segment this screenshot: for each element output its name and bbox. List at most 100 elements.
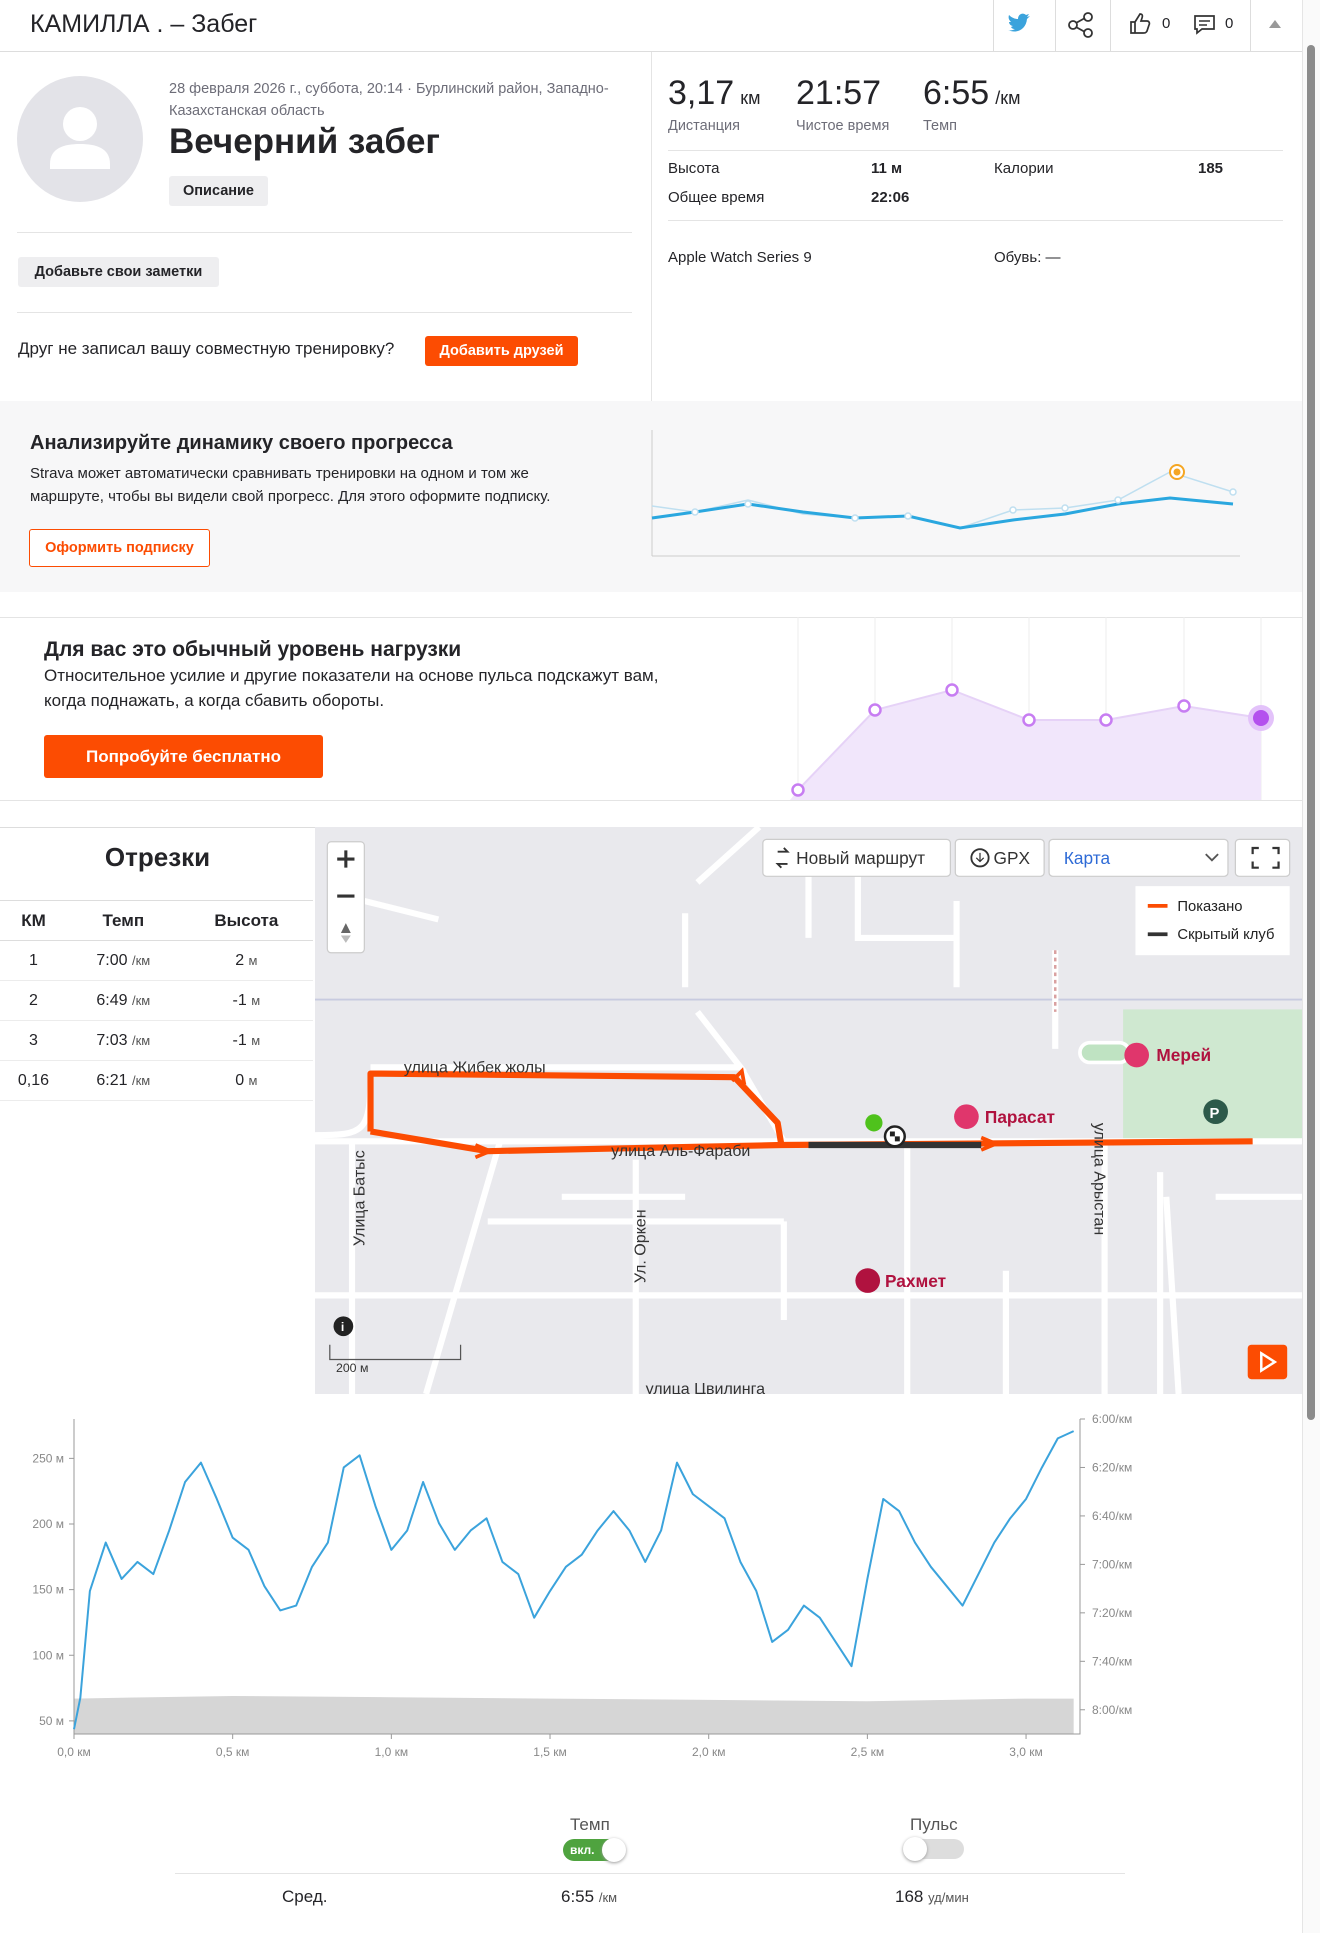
stat-value: 6:55/км: [923, 74, 1020, 113]
segment-elev: 0 м: [179, 1060, 313, 1101]
notes-button[interactable]: Добавьте свои заметки: [18, 257, 219, 287]
segment-elev: -1 м: [179, 980, 313, 1021]
stat-number: 3,17: [668, 74, 735, 112]
stat-unit: /км: [995, 88, 1021, 108]
effort-graphic: [790, 617, 1274, 800]
avg-pace-unit: /км: [598, 1890, 618, 1905]
elev-unit: м: [251, 1032, 261, 1048]
promo-text: Относительное усилие и другие показатели…: [44, 666, 659, 685]
column-header: Темп: [66, 900, 180, 941]
header-title: КАМИЛЛА . – Забег: [30, 10, 258, 38]
divider: [668, 220, 1283, 221]
map-button[interactable]: GPX: [994, 848, 1031, 868]
y2-tick-label: 6:40/км: [1092, 1509, 1132, 1523]
add-friends-button[interactable]: Добавить друзей: [425, 336, 578, 366]
elev-value: -1: [232, 1031, 247, 1049]
x-tick-label: 3,0 км: [1009, 1745, 1043, 1759]
segment-pace: 6:49 /км: [66, 980, 180, 1021]
svg-text:P: P: [1209, 1106, 1219, 1122]
shoes: Обувь: —: [994, 249, 1061, 266]
street-label: улица Цвилинга: [646, 1380, 765, 1394]
avatar: [17, 76, 143, 202]
progress-sparkline: [651, 430, 1240, 557]
toggle-label: Темп: [570, 1815, 610, 1834]
segments-header: КМ Темп Высота: [0, 900, 313, 941]
x-tick-label: 0,0 км: [57, 1745, 91, 1759]
segment-km: 2: [0, 980, 67, 1021]
stat-label: Дистанция: [668, 118, 740, 134]
axis-line: [73, 1419, 1081, 1735]
y-tick-label: 50 м: [39, 1714, 64, 1728]
friend-prompt: Друг не записал вашу совместную трениров…: [18, 339, 395, 358]
divider: [668, 150, 1283, 151]
segment-elev: -1 м: [179, 1020, 313, 1061]
elev-value: -1: [232, 991, 247, 1009]
subscribe-button[interactable]: Оформить подписку: [29, 529, 210, 567]
x-tick-label: 2,5 км: [851, 1745, 885, 1759]
y-tick-label: 100 м: [32, 1648, 64, 1662]
avg-hr-value: 168: [895, 1887, 924, 1906]
column-header: КМ: [0, 900, 67, 941]
divider: [1250, 0, 1251, 51]
vertical-divider: [651, 52, 652, 401]
stat-unit: км: [740, 88, 761, 108]
divider: [17, 312, 632, 313]
toggle-knob: [602, 1838, 626, 1862]
segment-pace: 6:21 /км: [66, 1060, 180, 1101]
y2-tick-label: 8:00/км: [1092, 1703, 1132, 1717]
pace-unit: /км: [131, 992, 151, 1008]
map-button[interactable]: Карта: [1064, 848, 1111, 868]
stat-label: Темп: [923, 118, 957, 134]
y2-tick-label: 7:40/км: [1092, 1654, 1132, 1668]
detail-value: 11 м: [871, 160, 903, 177]
divider: [1055, 0, 1056, 51]
share-icon[interactable]: [1066, 11, 1096, 39]
promo-progress: [0, 401, 1302, 592]
segment-row: 1 7:00 /км 2 м: [0, 940, 313, 981]
x-tick-label: 2,0 км: [692, 1745, 726, 1759]
toggle-state: вкл.: [570, 1843, 595, 1857]
try-free-button[interactable]: Попробуйте бесплатно: [44, 735, 323, 778]
y-tick-label: 250 м: [32, 1451, 64, 1465]
map-button[interactable]: Новый маршрут: [796, 848, 925, 868]
street-label: улица Аль-Фараби: [611, 1142, 750, 1160]
stat-value: 3,17 км: [668, 74, 760, 113]
description-button[interactable]: Описание: [169, 176, 268, 206]
stat-number: 6:55: [923, 74, 990, 112]
elev-unit: м: [248, 952, 258, 968]
place-label: Парасат: [985, 1107, 1055, 1127]
column-header: Высота: [179, 900, 313, 941]
collapse-icon[interactable]: [1268, 18, 1282, 30]
divider: [0, 800, 1302, 801]
stat-value: 21:57: [796, 74, 881, 113]
promo-text: Strava может автоматически сравнивать тр…: [30, 465, 529, 482]
avg-hr-unit: уд/мин: [928, 1890, 969, 1905]
segment-km: 1: [0, 940, 67, 981]
street-label: улица Жибек жолы: [404, 1058, 546, 1076]
x-tick-label: 1,0 км: [375, 1745, 409, 1759]
stat-label: Чистое время: [796, 118, 890, 134]
street-label: улица Арыстан: [1091, 1123, 1109, 1235]
twitter-icon[interactable]: [1005, 12, 1035, 38]
activity-meta: 28 февраля 2026 г., суббота, 20:14 · Бур…: [169, 81, 609, 119]
y2-tick-label: 6:00/км: [1092, 1412, 1132, 1426]
pace-value: 7:03: [96, 1031, 128, 1049]
scrollbar-thumb[interactable]: [1307, 45, 1315, 1420]
avg-pace: 6:55 /км: [561, 1887, 617, 1907]
pace-line: [73, 1430, 1075, 1730]
pace-unit: /км: [131, 1072, 151, 1088]
kudos-icon[interactable]: [1128, 12, 1152, 36]
segment-elev: 2 м: [179, 940, 313, 981]
pace-value: 6:49: [96, 991, 128, 1009]
place-label: Рахмет: [885, 1271, 946, 1291]
street-label: Ул. Оркен: [632, 1209, 650, 1283]
segments-title: Отрезки: [104, 842, 211, 872]
map[interactable]: улица Жибек жолы улица Аль-Фараби Улица …: [315, 827, 1302, 1394]
device: Apple Watch Series 9: [668, 249, 812, 266]
legend-label: Показано: [1177, 899, 1242, 915]
svg-text:i: i: [341, 1320, 344, 1334]
comment-icon[interactable]: [1193, 13, 1217, 37]
segment-pace: 7:03 /км: [66, 1020, 180, 1061]
header-bar: [0, 0, 1302, 52]
